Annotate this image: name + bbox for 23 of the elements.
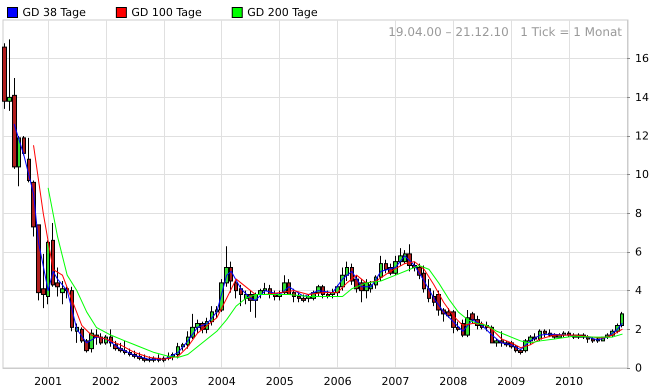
x-tick-label: 2004 (208, 375, 236, 388)
x-tick-label: 2008 (439, 375, 468, 388)
text: 19.04.00 – 21.12.10 1 Tick = 1 Monat (388, 25, 622, 39)
legend-label: GD 200 Tage (247, 6, 318, 19)
x-tick-label: 2009 (497, 375, 526, 388)
x-tick-label: 2002 (92, 375, 120, 388)
y-tick-label: 10 (635, 168, 650, 182)
y-tick-label: 0 (635, 362, 642, 374)
legend-label: GD 38 Tage (22, 6, 86, 19)
x-tick-label: 2007 (381, 375, 410, 388)
y-tick-label: 6 (635, 246, 642, 258)
x-tick-label: 2010 (555, 375, 584, 388)
y-tick-label: 12 (635, 130, 650, 142)
x-tick-label: 2003 (150, 375, 178, 388)
x-tick-label: 2006 (324, 375, 352, 388)
y-tick-label: 8 (635, 206, 642, 220)
x-tick-label: 2001 (34, 375, 62, 388)
y-tick-label: 16 (635, 52, 650, 66)
x-tick-label: 2005 (266, 375, 294, 388)
y-tick-label: 4 (635, 284, 642, 298)
y-tick-label: 14 (635, 90, 650, 104)
legend-label: GD 100 Tage (131, 6, 202, 19)
y-tick-label: 2 (635, 322, 642, 336)
